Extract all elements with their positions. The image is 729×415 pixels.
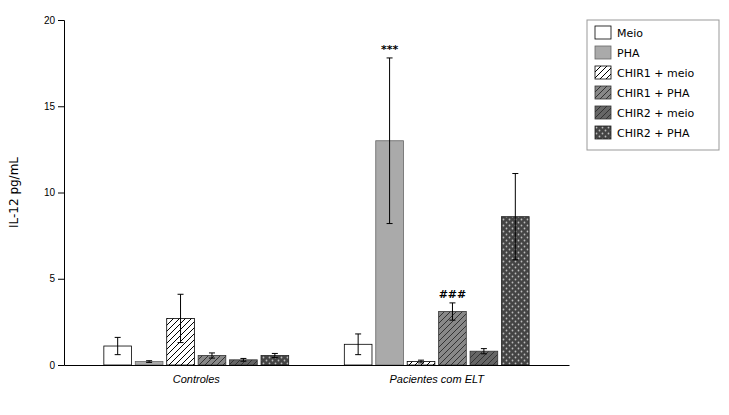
x-axis: Controles Pacientes com ELT <box>65 365 570 385</box>
error-bar <box>449 303 455 320</box>
x-tick-label: Pacientes com ELT <box>389 373 485 385</box>
legend-item: Meio <box>595 26 643 40</box>
error-bar <box>209 353 215 358</box>
y-tick-label: 0 <box>49 360 55 371</box>
y-tick: 0 <box>49 360 64 371</box>
error-bar-line <box>209 353 215 358</box>
legend-item: PHA <box>595 46 640 60</box>
legend-label: PHA <box>617 47 640 60</box>
error-bar-line <box>178 294 184 342</box>
x-tick-label: Controles <box>173 373 221 385</box>
legend-label: Meio <box>617 27 643 40</box>
legend-item: CHIR2 + meio <box>595 106 695 120</box>
error-bar-line <box>146 361 152 363</box>
error-bar-line <box>240 358 246 361</box>
x-axis-line <box>65 365 570 366</box>
error-bar <box>115 337 121 354</box>
error-bar-line <box>449 303 455 320</box>
y-tick-mark <box>58 20 64 21</box>
y-axis-title: IL-12 pg/mL <box>7 157 21 228</box>
y-tick-label: 15 <box>44 101 56 112</box>
legend-swatch <box>595 86 611 99</box>
y-tick-label: 20 <box>44 15 56 26</box>
y-tick: 20 <box>44 15 64 26</box>
legend-swatch <box>595 66 611 79</box>
legend-swatch <box>595 126 611 139</box>
y-tick: 5 <box>49 273 64 284</box>
error-bar <box>481 349 487 354</box>
marks <box>104 58 529 365</box>
y-tick-label: 10 <box>44 187 56 198</box>
legend-label: CHIR1 + PHA <box>617 87 690 100</box>
y-tick-mark <box>58 193 64 194</box>
y-tick: 10 <box>44 187 64 198</box>
annotation: ### <box>439 288 467 301</box>
plot: 0 5 10 15 20 Controles Pacientes com ELT *** ### <box>44 15 570 385</box>
annotation: *** <box>381 43 399 56</box>
y-tick-label: 5 <box>49 273 55 284</box>
legend-item: CHIR1 + PHA <box>595 86 690 100</box>
error-bar-line <box>115 337 121 354</box>
chart: 0 5 10 15 20 Controles Pacientes com ELT *** ###… <box>0 0 729 415</box>
legend: Meio PHA CHIR1 + meio CHIR1 + PHA CHIR2 + me… <box>587 20 719 150</box>
error-bar-line <box>355 334 361 355</box>
error-bar <box>355 334 361 355</box>
error-bar-line <box>418 360 424 363</box>
error-bar <box>418 360 424 363</box>
error-bar-line <box>272 353 278 357</box>
y-axis: 0 5 10 15 20 <box>44 15 65 371</box>
bar <box>135 362 163 365</box>
error-bar-line <box>481 349 487 354</box>
y-tick-mark <box>58 365 64 366</box>
x-tick: Pacientes com ELT <box>389 365 485 385</box>
legend-swatch <box>595 26 611 39</box>
y-axis-line <box>58 21 65 366</box>
error-bar-line <box>512 174 518 260</box>
legend-label: CHIR1 + meio <box>617 67 695 80</box>
legend-swatch <box>595 106 611 119</box>
error-bar <box>272 353 278 357</box>
x-tick: Controles <box>173 365 221 385</box>
error-bar-line <box>387 58 393 224</box>
legend-label: CHIR2 + meio <box>617 107 695 120</box>
legend-frame <box>587 20 719 150</box>
y-tick: 15 <box>44 101 64 112</box>
error-bar <box>240 358 246 361</box>
error-bar <box>146 361 152 363</box>
error-bar <box>178 294 184 342</box>
legend-swatch <box>595 46 611 59</box>
legend-label: CHIR2 + PHA <box>617 127 690 140</box>
legend-item: CHIR1 + meio <box>595 66 695 80</box>
legend-item: CHIR2 + PHA <box>595 126 690 140</box>
error-bar <box>512 174 518 260</box>
error-bar <box>387 58 393 224</box>
y-tick-mark <box>58 106 64 107</box>
y-tick-mark <box>58 279 64 280</box>
